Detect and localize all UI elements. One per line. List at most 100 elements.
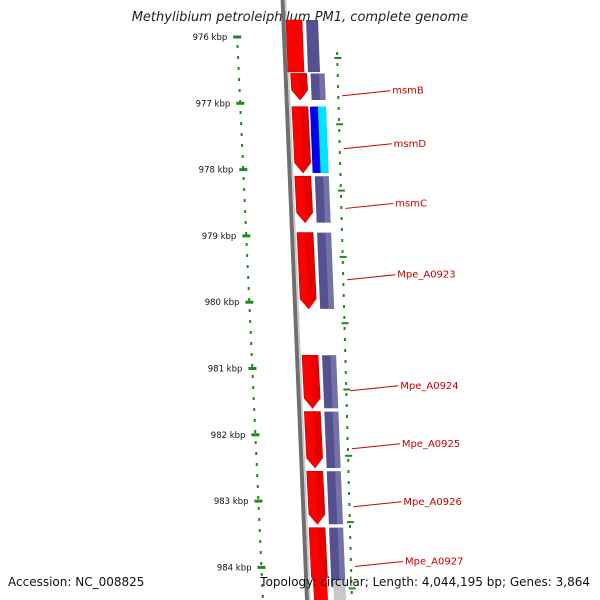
topology-value: circular [320,575,365,589]
ruler-tick-label: 976 kbp [193,33,228,43]
guide-dot [343,316,346,319]
genome-title: Methylibium petroleiphilum PM1, complete… [131,10,469,25]
ruler-tick [254,499,263,503]
ruler-dot [248,309,251,312]
feature-block-shade [337,527,346,588]
guide-tick [346,521,354,524]
guide-tick [345,454,353,457]
gene-leader-line [350,385,399,392]
ruler-dot [254,441,257,444]
guide-dot [349,558,352,561]
guide-dot [346,448,349,451]
guide-dot [345,404,348,407]
guide-dot [342,272,345,275]
gene-label: msmB [392,86,424,97]
ruler-tick-label: 980 kbp [205,298,240,308]
feature-block-shade [323,176,331,223]
guide-dot [342,294,345,297]
guide-dot [338,129,341,132]
ruler-dot [255,463,258,466]
ruler-tick-label: 977 kbp [196,99,231,109]
ruler-dot [247,287,250,290]
guide-dot [336,52,339,55]
ruler-tick [242,234,251,238]
guide-dot [343,338,346,341]
ruler-tick-label: 984 kbp [217,563,252,573]
ruler-dot [259,551,262,554]
guide-dot [339,173,342,176]
guide-dot [347,459,350,462]
ruler-tick [245,300,254,304]
ruler-dot [237,67,240,70]
gene-label: Mpe_A0923 [397,270,455,281]
guide-dot [350,569,353,572]
feature-block-continuation [306,20,320,72]
topology-label: Topology: [260,575,317,589]
ruler-tick-label: 982 kbp [211,431,246,441]
guide-dot [340,217,343,220]
ruler-dot [244,210,247,213]
guide-dot [349,536,352,539]
gene-label: Mpe_A0924 [400,381,458,392]
guide-dot [337,118,340,121]
feature-block-shade [325,232,335,309]
guide-tick [343,388,351,391]
ruler-dot [259,540,262,543]
guide-dot [348,525,351,528]
ruler-dot [250,353,253,356]
guide-dot [341,239,344,242]
guide-dot [341,250,344,253]
ruler-dot [242,177,245,180]
ruler-dot [238,89,241,92]
gene-label: Mpe_A0927 [405,556,463,567]
guide-dot [347,481,350,484]
guide-dot [344,371,347,374]
ruler-dot [247,276,250,279]
guide-tick [348,587,356,590]
feature-block-shade [332,411,341,468]
gene-arrow-shade [299,73,308,94]
gene-arrow-shade [310,355,321,403]
ruler-dot [249,331,252,334]
guide-dot [345,393,348,396]
guide-dot [345,382,348,385]
ruler-dot [239,111,242,114]
ruler-tick [251,433,260,437]
ruler-dot [250,342,253,345]
ruler-dot [236,45,239,48]
gene-label: msmC [395,198,427,209]
ruler-dot [240,122,243,125]
gene-arrow-continuation [285,19,305,73]
ruler-dot [245,243,248,246]
guide-dot [350,580,353,583]
ruler-dot [252,397,255,400]
guide-dot [340,206,343,209]
gene-leader-line [351,443,400,450]
ruler-dot [242,166,245,169]
guide-dot [338,151,341,154]
gene-arrow-shade [317,527,328,582]
guide-dot [348,514,351,517]
ruler-tick-label: 981 kbp [208,365,243,375]
gene-arrow-shade [303,176,313,217]
gene-label: msmD [394,139,427,150]
feature-highlight-cyan [317,106,329,173]
ruler-dot [258,529,261,532]
guide-tick [336,123,344,126]
feature-highlight-blue [309,106,321,173]
guide-dot [337,85,340,88]
guide-dot [349,547,352,550]
ruler-tick-label: 983 kbp [214,497,249,507]
guide-dot [336,74,339,77]
backbone-line [280,0,309,600]
ruler-dot [244,221,247,224]
ruler-dot [241,144,244,147]
guide-dot [341,261,344,264]
feature-block-shade [330,355,339,409]
gene-label: Mpe_A0925 [402,439,460,450]
guide-dot [344,349,347,352]
genes-value: 3,864 [555,575,590,589]
genes-label: Genes: [509,575,552,589]
accession-value: NC_008825 [75,575,145,589]
